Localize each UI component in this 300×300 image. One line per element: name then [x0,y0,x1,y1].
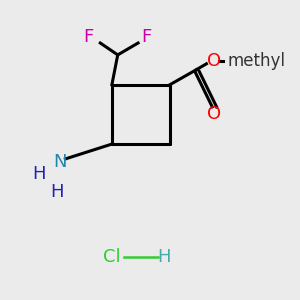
Text: O: O [207,105,221,123]
Text: H: H [32,165,46,183]
Text: O: O [207,52,221,70]
Text: methyl: methyl [228,52,286,70]
Text: N: N [53,153,66,171]
Text: F: F [83,28,94,46]
Text: F: F [142,28,152,46]
Text: Cl: Cl [103,248,121,266]
Text: H: H [50,183,63,201]
Text: H: H [158,248,171,266]
